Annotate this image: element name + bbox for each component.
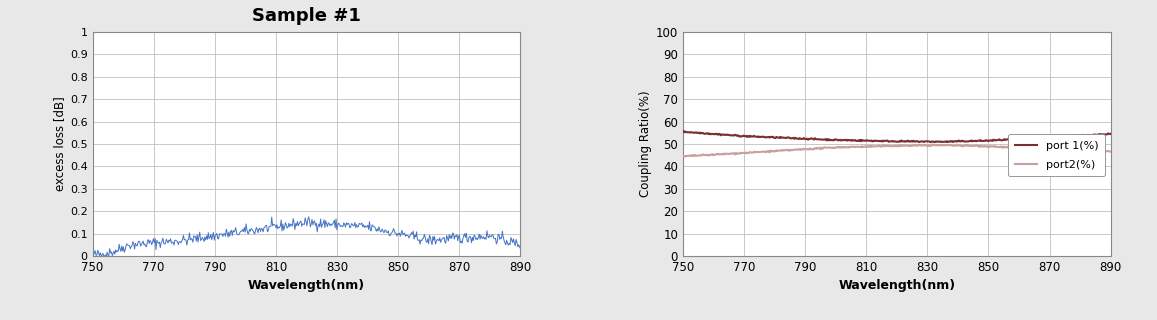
port2(%) — [908, 143, 922, 147]
port 1(%) — [880, 139, 894, 142]
port2(%) — [926, 142, 939, 146]
port 1(%) — [923, 140, 937, 144]
Legend: port 1(%), port2(%): port 1(%), port2(%) — [1008, 134, 1105, 176]
port 1(%) — [677, 129, 691, 133]
Line: port 1(%): port 1(%) — [683, 131, 1111, 142]
port2(%) — [933, 143, 946, 147]
X-axis label: Wavelength(nm): Wavelength(nm) — [839, 279, 956, 292]
port2(%) — [676, 154, 690, 158]
Title: Sample #1: Sample #1 — [252, 7, 361, 25]
port 1(%) — [1104, 132, 1118, 136]
port 1(%) — [1096, 132, 1110, 136]
port2(%) — [1096, 149, 1110, 153]
Line: port2(%): port2(%) — [683, 144, 1111, 156]
port2(%) — [1104, 150, 1118, 154]
X-axis label: Wavelength(nm): Wavelength(nm) — [248, 279, 364, 292]
Y-axis label: Coupling Ratio(%): Coupling Ratio(%) — [639, 91, 651, 197]
Y-axis label: excess loss [dB]: excess loss [dB] — [53, 97, 66, 191]
port2(%) — [883, 144, 897, 148]
port2(%) — [880, 144, 894, 148]
port2(%) — [678, 155, 692, 158]
port 1(%) — [883, 140, 897, 143]
port 1(%) — [1029, 136, 1042, 140]
port 1(%) — [676, 130, 690, 133]
port2(%) — [1029, 147, 1042, 150]
port 1(%) — [908, 140, 922, 144]
port 1(%) — [933, 140, 946, 144]
